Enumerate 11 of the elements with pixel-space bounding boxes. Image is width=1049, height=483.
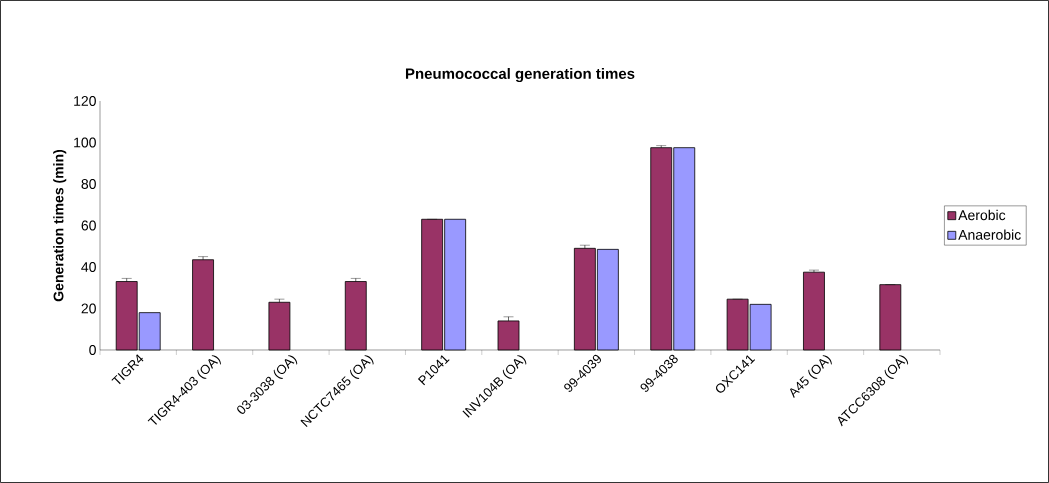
chart-title: Pneumococcal generation times	[405, 67, 635, 83]
y-tick-label: 0	[89, 345, 96, 355]
legend-label: Aerobic	[958, 209, 1006, 221]
y-axis-title: Generation times (min)	[53, 149, 67, 302]
y-tick-label: 80	[81, 179, 96, 189]
y-tick-label: 100	[74, 137, 96, 148]
legend-label: Anaerobic	[958, 229, 1021, 240]
y-tick-label: 60	[81, 220, 96, 231]
y-tick-label: 40	[81, 262, 96, 272]
y-tick-label: 20	[81, 303, 96, 314]
y-tick-label: 120	[74, 96, 96, 106]
